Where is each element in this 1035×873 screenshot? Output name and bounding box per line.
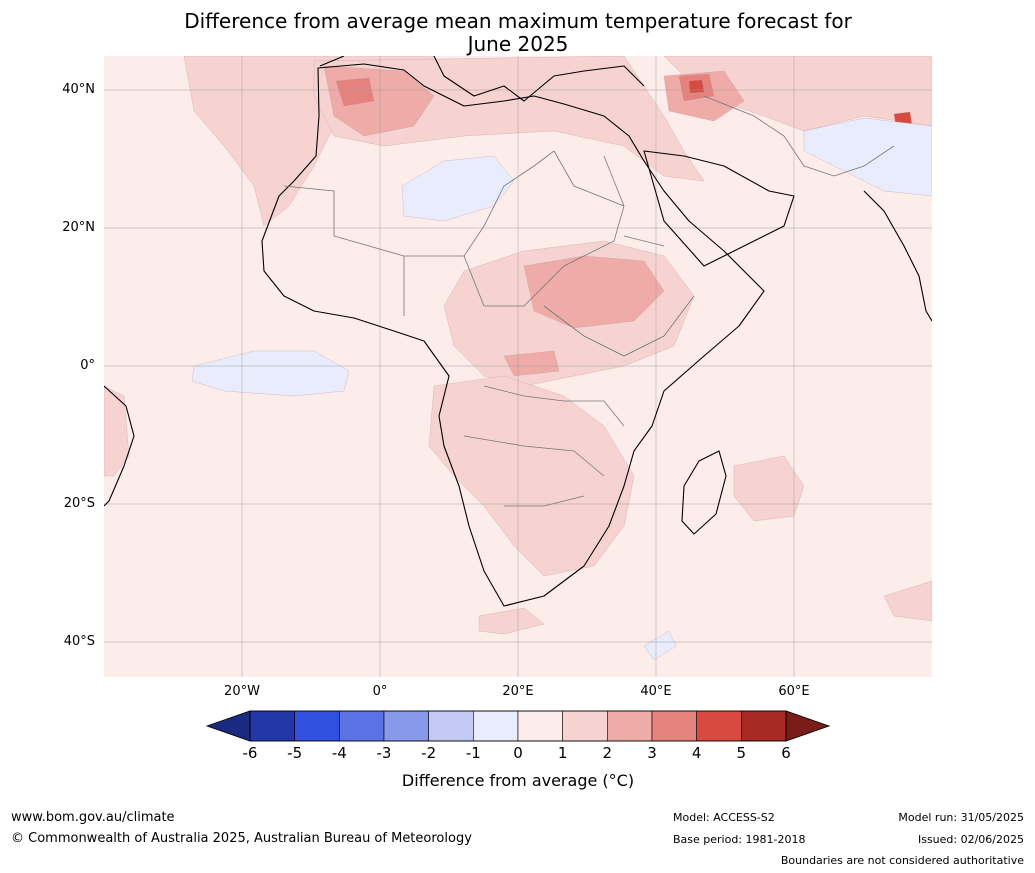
- footer-model: Model: ACCESS-S2: [673, 811, 775, 824]
- lon-label-20e: 20°E: [502, 684, 534, 699]
- colorbar: [205, 710, 831, 742]
- warm3-region-iberia: [335, 77, 375, 107]
- colorbar-cell: [517, 710, 563, 742]
- colorbar-tick-label: -4: [331, 744, 347, 762]
- colorbar-cells: [249, 710, 787, 742]
- colorbar-tick-label: -5: [287, 744, 303, 762]
- colorbar-tick-label: -2: [421, 744, 437, 762]
- warm-region-south-atlantic: [478, 607, 545, 635]
- lat-label-40s: 40°S: [63, 634, 95, 649]
- colorbar-cell: [249, 710, 295, 742]
- map-title: Difference from average mean maximum tem…: [104, 10, 932, 56]
- colorbar-tick-label: 5: [736, 744, 747, 762]
- colorbar-cell: [741, 710, 787, 742]
- warm2-region-sahel: [523, 255, 665, 329]
- colorbar-tick-label: 1: [557, 744, 568, 762]
- warm-region-southern-africa: [428, 375, 635, 577]
- colorbar-label: Difference from average (°C): [401, 771, 635, 790]
- map-title-line-1: Difference from average mean maximum tem…: [184, 9, 852, 33]
- footer-copyright: © Commonwealth of Australia 2025, Austra…: [11, 831, 472, 846]
- warm-region-southwest-atlantic: [104, 385, 130, 477]
- colorbar-cell: [607, 710, 653, 742]
- colorbar-tick-label: 2: [602, 744, 613, 762]
- coast-south-america: [104, 385, 135, 507]
- coast-arabia: [643, 150, 795, 267]
- cool-region-central-sahara: [401, 155, 515, 222]
- lat-label-0: 0°: [80, 358, 95, 373]
- country-borders: [283, 95, 895, 507]
- cool-region-equatorial-atlantic: [191, 350, 350, 397]
- anomaly-shading: [104, 56, 932, 661]
- coast-madagascar: [681, 450, 727, 535]
- colorbar-tick-label: -6: [242, 744, 258, 762]
- lon-label-20w: 20°W: [224, 684, 260, 699]
- footer-base-period: Base period: 1981-2018: [673, 833, 806, 846]
- colorbar-tick-label: 0: [513, 744, 523, 762]
- footer-disclaimer: Boundaries are not considered authoritat…: [780, 854, 1024, 867]
- colorbar-cell: [473, 710, 519, 742]
- colorbar-tick-label: 4: [691, 744, 702, 762]
- colorbar-cell: [294, 710, 340, 742]
- colorbar-under-triangle: [205, 710, 251, 742]
- footer-website: www.bom.gov.au/climate: [11, 810, 175, 825]
- colorbar-cell: [562, 710, 608, 742]
- footer-model-run: Model run: 31/05/2025: [898, 811, 1024, 824]
- colorbar-tick-label: 6: [781, 744, 791, 762]
- lon-label-60e: 60°E: [778, 684, 810, 699]
- colorbar-cell: [383, 710, 429, 742]
- coast-africa: [261, 63, 765, 607]
- colorbar-cell: [339, 710, 385, 742]
- colorbar-cell: [428, 710, 474, 742]
- temperature-anomaly-map: [104, 56, 932, 677]
- graticule: [104, 56, 932, 677]
- cool-region-south-asia: [803, 117, 932, 197]
- warm4-region-caspian: [688, 79, 705, 94]
- cool-region-south-atlantic: [643, 630, 677, 661]
- lon-label-40e: 40°E: [640, 684, 672, 699]
- colorbar-cell: [696, 710, 742, 742]
- coast-india: [863, 190, 932, 322]
- colorbar-outline: [249, 710, 787, 742]
- map-title-line-2: June 2025: [467, 32, 569, 56]
- lat-label-20n: 20°N: [62, 220, 95, 235]
- coast-europe-south: [319, 56, 645, 102]
- colorbar-over-triangle: [785, 710, 831, 742]
- colorbar-tick-label: -3: [376, 744, 392, 762]
- lat-label-40n: 40°N: [62, 82, 95, 97]
- colorbar-cell: [651, 710, 697, 742]
- colorbar-tick-label: -1: [465, 744, 481, 762]
- footer-issued: Issued: 02/06/2025: [917, 833, 1024, 846]
- warm-region-south-indian: [883, 580, 932, 622]
- lon-label-0: 0°: [372, 684, 388, 699]
- coastlines: [104, 56, 932, 607]
- colorbar-tick-label: 3: [647, 744, 657, 762]
- lat-label-20s: 20°S: [63, 496, 95, 511]
